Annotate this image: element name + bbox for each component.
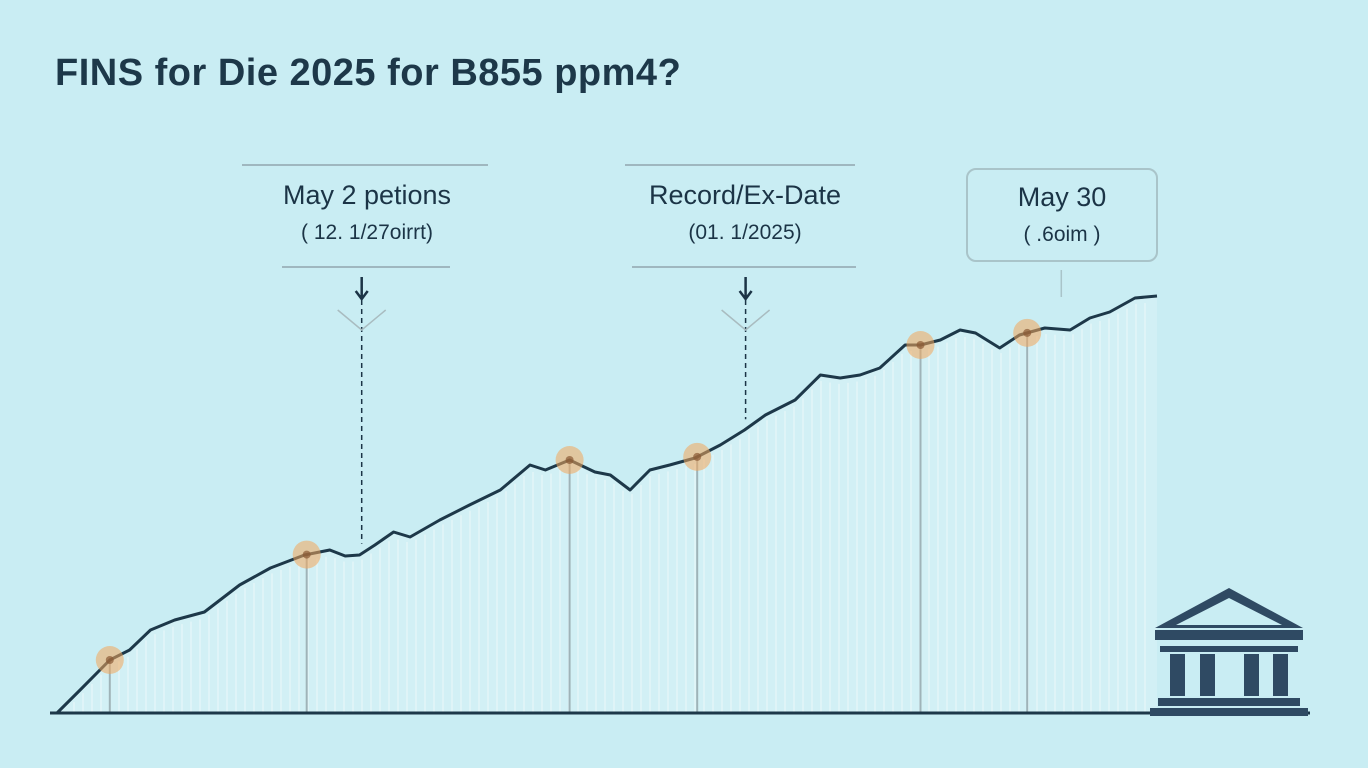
arrow-down-icon [354,277,369,302]
divider [625,164,855,166]
bank-icon [1150,588,1308,716]
dividend-marker-dot [916,341,925,349]
divider [282,266,450,268]
annotation-label: Record/Ex-Date [648,180,842,210]
annotation-date: ( .6oim ) [1023,223,1101,246]
dividend-marker-dot [105,656,114,664]
dividend-marker-dot [1023,328,1032,337]
divider [632,266,856,268]
annotation-payment: May 2 petions ( 12. 1/27oirrt) [232,178,502,248]
area-fill [57,296,1157,713]
price-line [55,294,1158,715]
annotation-date: (01. 1/2025) [688,221,802,244]
annotation-may-30: May 30 ( .6oim ) [966,168,1158,262]
divider [242,164,488,166]
dividend-marker-dot [302,550,311,559]
chevron-icon [337,309,387,331]
annotation-record-date: Record/Ex-Date (01. 1/2025) [610,178,880,248]
chart-title: FINS for Die 2025 for B855 ppm4? [55,52,682,94]
dividend-marker-dot [565,456,574,464]
arrow-down-icon [738,277,753,302]
annotation-label: May 30 [1017,182,1107,212]
chevron-icon [721,309,771,331]
annotation-date: ( 12. 1/27oirrt) [301,221,433,244]
annotation-label: May 2 petions [282,180,452,210]
dividend-marker-dot [693,452,702,461]
